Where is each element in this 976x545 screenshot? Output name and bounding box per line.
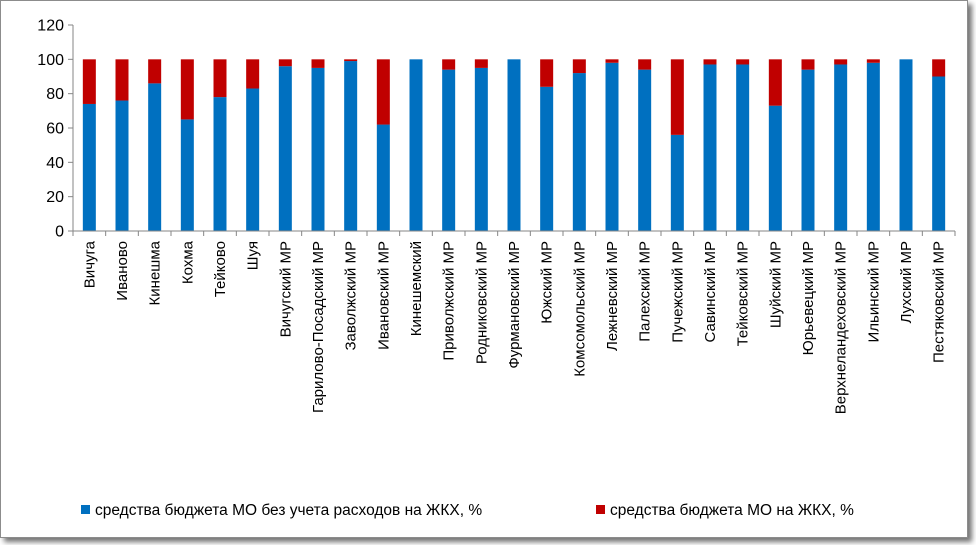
bar-segment-budget-zhkh — [115, 59, 129, 101]
bar-segment-budget-without-zhkh — [213, 97, 227, 231]
bar-segment-budget-without-zhkh — [507, 59, 521, 232]
bar-segment-budget-without-zhkh — [866, 62, 880, 232]
bar-segment-budget-without-zhkh — [409, 59, 423, 232]
legend-swatch — [596, 505, 605, 514]
x-category-label: Южский МР — [539, 241, 556, 324]
legend-label: средства бюджета МО без учета расходов н… — [95, 502, 482, 519]
x-category-label: Пестяковский МР — [931, 241, 948, 363]
x-category-label: Лежневский МР — [604, 241, 621, 351]
x-category-label: Приволжский МР — [441, 241, 458, 361]
x-category-label: Юрьевецкий МР — [800, 241, 817, 355]
bar-segment-budget-without-zhkh — [899, 59, 913, 232]
bar-segment-budget-zhkh — [474, 59, 488, 68]
bar-segment-budget-zhkh — [148, 59, 162, 84]
bar-segment-budget-without-zhkh — [148, 83, 162, 231]
bar-segment-budget-zhkh — [932, 59, 946, 77]
y-tick-label: 40 — [46, 155, 64, 172]
x-category-label: Гарилово-Посадский МР — [310, 241, 327, 413]
bar-segment-budget-zhkh — [605, 59, 619, 63]
bar-segment-budget-without-zhkh — [82, 103, 96, 231]
bar-segment-budget-zhkh — [246, 59, 260, 89]
x-category-label: Верхнеландеховский МР — [833, 241, 850, 414]
x-category-label: Фурмановский МР — [506, 241, 523, 369]
bar-segment-budget-without-zhkh — [834, 64, 848, 231]
bar-segment-budget-zhkh — [442, 59, 456, 70]
legend-label: средства бюджета МО на ЖКХ, % — [610, 502, 854, 519]
bar-segment-budget-without-zhkh — [376, 124, 390, 231]
bar-segment-budget-without-zhkh — [932, 76, 946, 231]
bar-segment-budget-without-zhkh — [638, 69, 652, 231]
bar-segment-budget-without-zhkh — [703, 64, 717, 231]
bar-segment-budget-zhkh — [834, 59, 848, 65]
bar-segment-budget-zhkh — [572, 59, 586, 74]
bar-segment-budget-zhkh — [736, 59, 750, 65]
x-category-label: Ивановский МР — [375, 241, 392, 350]
bar-segment-budget-zhkh — [180, 59, 194, 120]
bar-segment-budget-zhkh — [213, 59, 227, 98]
x-category-label: Иваново — [114, 241, 131, 301]
y-tick-label: 100 — [37, 52, 64, 69]
x-category-label: Заволжский МР — [343, 241, 360, 351]
bar-segment-budget-without-zhkh — [572, 73, 586, 231]
bar-segment-budget-zhkh — [278, 59, 292, 67]
bar-segment-budget-zhkh — [540, 59, 554, 87]
bar-segment-budget-zhkh — [703, 59, 717, 65]
bar-segment-budget-without-zhkh — [278, 66, 292, 231]
x-axis: Вичуга Иваново Кинешма Кохма Тейково Шуя Вичуг… — [72, 230, 956, 414]
bar-segment-budget-without-zhkh — [801, 69, 815, 231]
legend: средства бюджета МО без учета расходов н… — [81, 502, 854, 519]
bar-segment-budget-zhkh — [638, 59, 652, 70]
x-category-label: Вичугский МР — [277, 241, 294, 337]
bars — [82, 59, 946, 232]
bar-segment-budget-zhkh — [344, 59, 358, 62]
legend-swatch — [81, 505, 90, 514]
bar-segment-budget-without-zhkh — [474, 67, 488, 232]
bar-segment-budget-zhkh — [311, 59, 325, 68]
x-category-label: Тейково — [212, 241, 229, 297]
bar-segment-budget-zhkh — [866, 59, 880, 63]
bar-segment-budget-without-zhkh — [246, 88, 260, 232]
bar-segment-budget-without-zhkh — [311, 67, 325, 232]
x-category-label: Родниковский МР — [473, 241, 490, 364]
x-category-label: Шуйский МР — [767, 241, 784, 328]
y-tick-label: 60 — [46, 121, 64, 138]
y-tick-label: 120 — [37, 18, 64, 35]
bar-segment-budget-without-zhkh — [442, 69, 456, 231]
x-category-label: Вичуга — [81, 240, 98, 288]
x-category-label: Кинешма — [147, 240, 164, 305]
bar-segment-budget-without-zhkh — [344, 61, 358, 231]
x-category-label: Ильинский МР — [865, 241, 882, 343]
bar-segment-budget-zhkh — [670, 59, 684, 135]
bar-segment-budget-without-zhkh — [115, 100, 129, 232]
bar-segment-budget-without-zhkh — [605, 62, 619, 232]
y-axis: 0 20 40 60 80 100 120 — [37, 18, 74, 241]
y-tick-label: 0 — [55, 224, 64, 241]
x-category-label: Палехский МР — [637, 241, 654, 342]
x-category-label: Лухский МР — [898, 241, 915, 323]
bar-segment-budget-zhkh — [801, 59, 815, 70]
x-category-label: Пучежский МР — [669, 241, 686, 343]
bar-segment-budget-zhkh — [376, 59, 390, 125]
bar-segment-budget-without-zhkh — [768, 105, 782, 231]
y-tick-label: 80 — [46, 86, 64, 103]
bar-segment-budget-without-zhkh — [180, 119, 194, 231]
x-category-label: Комсомольский МР — [571, 241, 588, 377]
x-category-label: Кинешемский — [408, 241, 425, 336]
y-tick-label: 20 — [46, 189, 64, 206]
bar-segment-budget-without-zhkh — [670, 134, 684, 231]
bar-segment-budget-without-zhkh — [540, 86, 554, 231]
x-category-label: Кохма — [179, 240, 196, 284]
x-category-label: Савинский МР — [702, 241, 719, 342]
bar-segment-budget-without-zhkh — [736, 64, 750, 231]
bar-segment-budget-zhkh — [82, 59, 96, 104]
x-category-label: Тейковский МР — [735, 241, 752, 346]
bar-segment-budget-zhkh — [768, 59, 782, 106]
x-category-label: Шуя — [245, 241, 262, 270]
